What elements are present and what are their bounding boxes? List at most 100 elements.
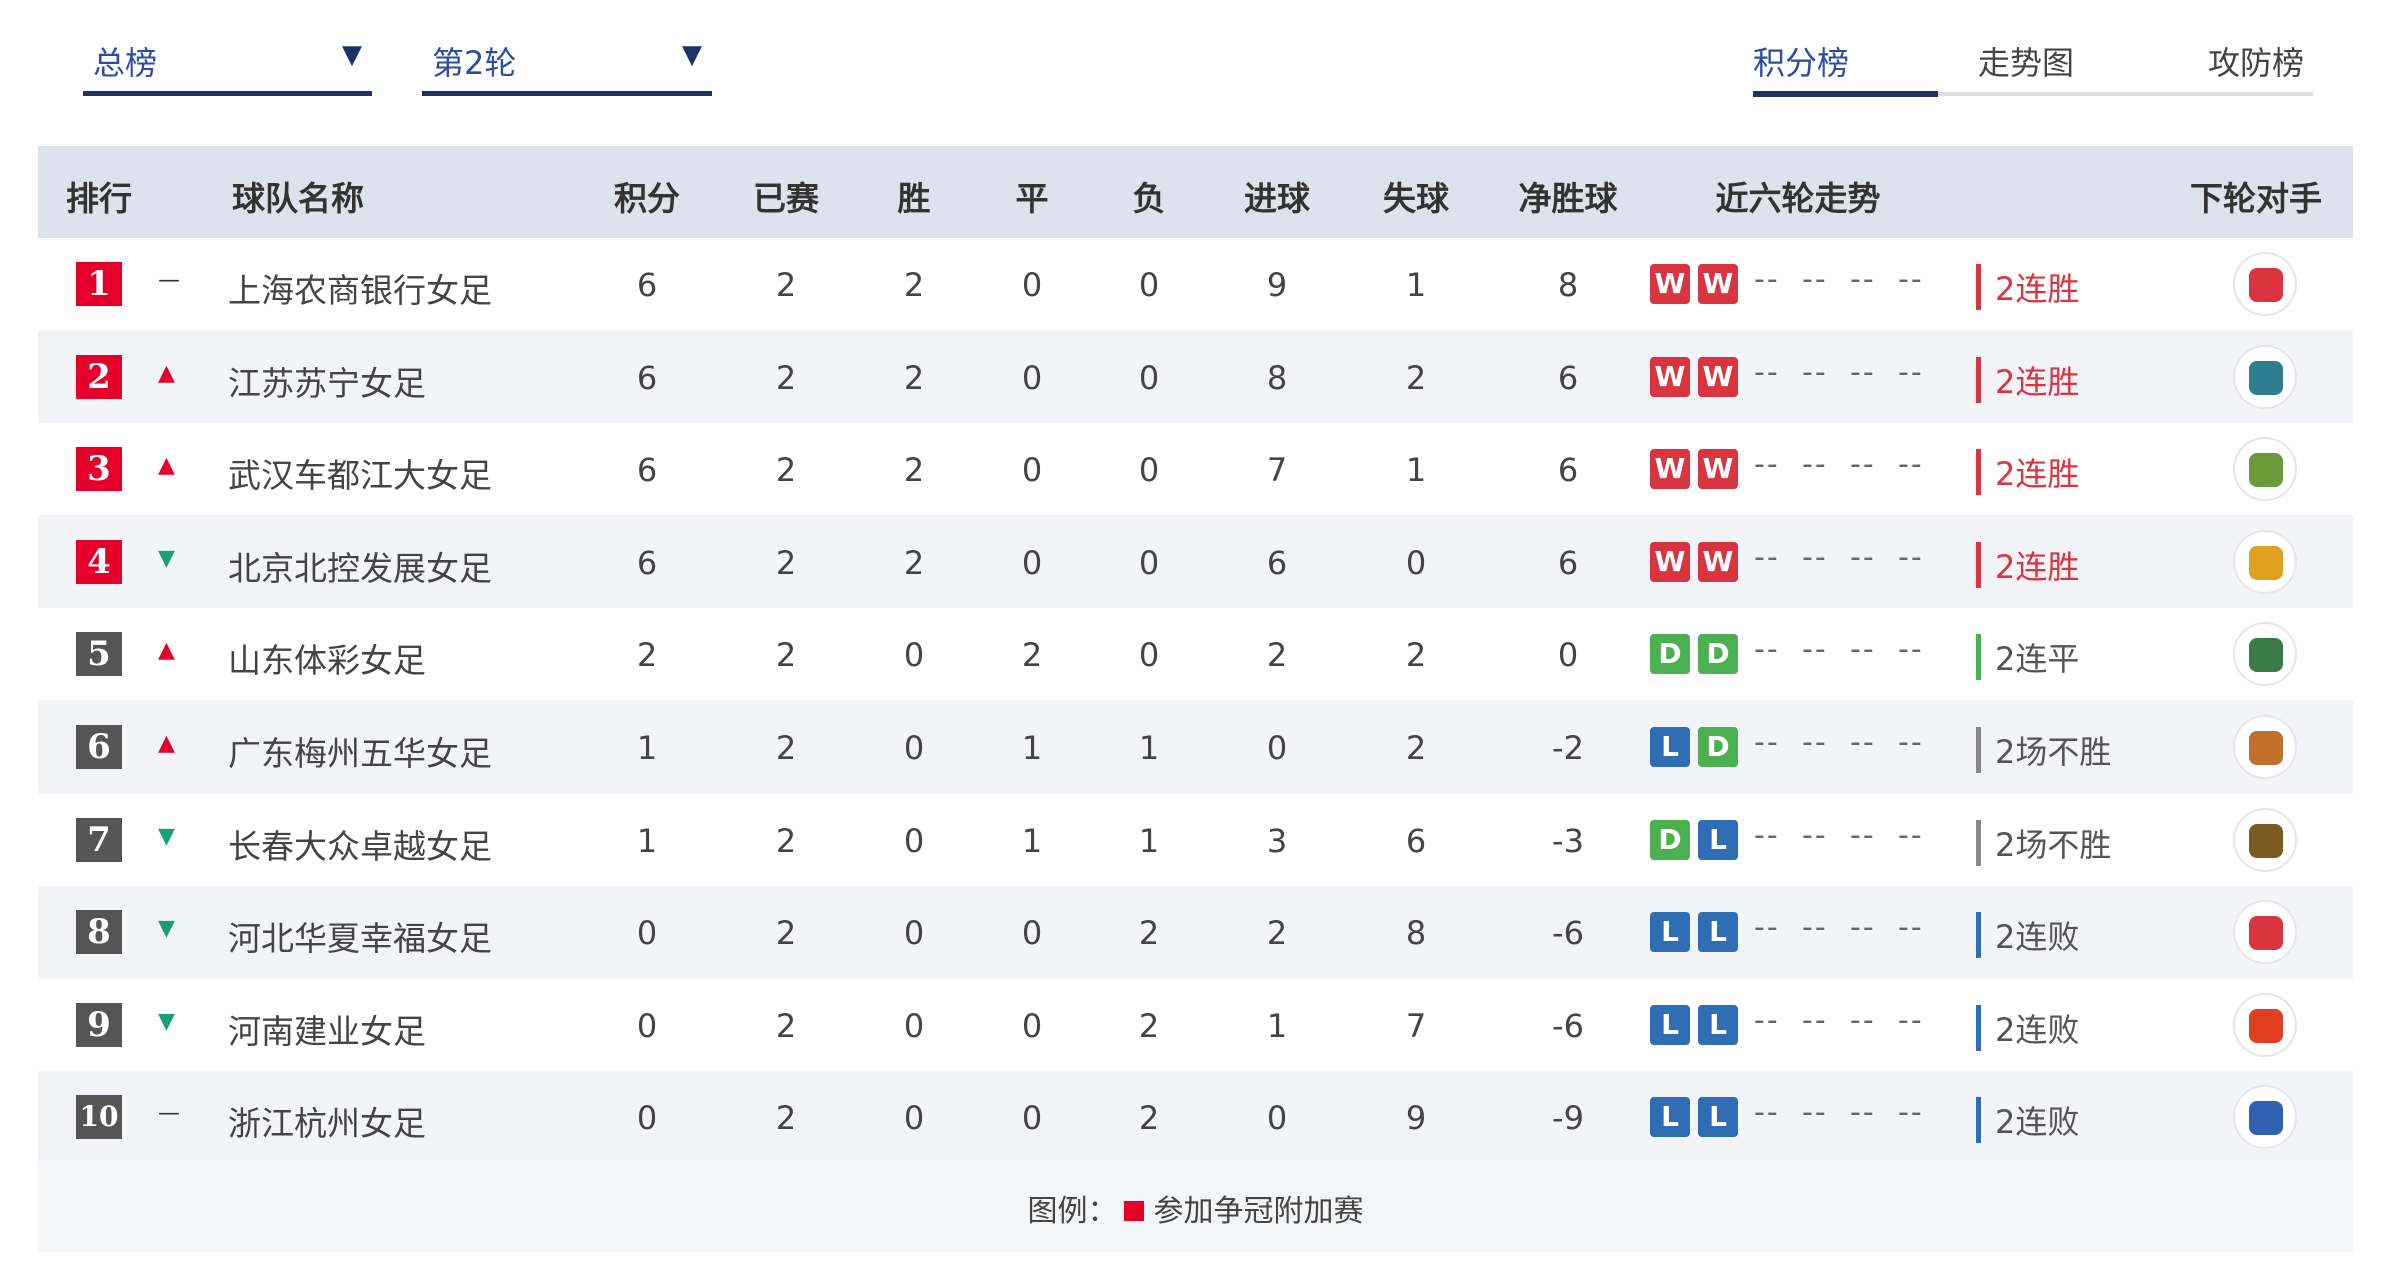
cell-ga: 1 — [1405, 266, 1427, 304]
table-row[interactable]: 2 ▲ 江苏苏宁女足 6 2 2 0 0 8 2 6 W W -- -- -- -- 2连胜 — [38, 330, 2353, 423]
legend-item: 参加争冠附加赛 — [1153, 1194, 1364, 1229]
round-dropdown[interactable]: 第2轮 ▼ — [422, 30, 712, 96]
form-result: L — [1698, 1004, 1738, 1045]
team-name[interactable]: 浙江杭州女足 — [228, 1104, 426, 1144]
team-crest-icon — [2249, 1101, 2283, 1136]
form-result: W — [1650, 449, 1690, 490]
cell-l: 2 — [1138, 1006, 1160, 1045]
cell-d: 0 — [1021, 543, 1043, 582]
table-row[interactable]: 5 ▲ 山东体彩女足 2 2 0 2 0 2 2 0 D D -- -- -- -- 2连平 — [38, 608, 2353, 701]
cell-played: 2 — [775, 914, 797, 953]
header-d: 平 — [1015, 179, 1049, 218]
form-empty: -- — [1898, 632, 1924, 668]
cell-ga: 1 — [1405, 451, 1427, 490]
streak-label: 2连平 — [1976, 634, 2079, 681]
cell-pts: 0 — [636, 1099, 658, 1138]
view-tabs: 积分榜 走势图 攻防榜 — [1753, 30, 2313, 97]
team-name[interactable]: 武汉车都江大女足 — [228, 456, 492, 496]
cell-gd: -6 — [1552, 1006, 1584, 1045]
rank-same-icon: — — [158, 1101, 180, 1127]
streak-label: 2场不胜 — [1976, 727, 2111, 773]
cell-played: 2 — [775, 543, 797, 582]
cell-w: 0 — [903, 1006, 925, 1045]
team-name[interactable]: 北京北控发展女足 — [228, 548, 492, 588]
team-name[interactable]: 山东体彩女足 — [228, 641, 426, 681]
cell-d: 0 — [1021, 451, 1043, 490]
active-tab-indicator — [1753, 91, 1938, 97]
rank-badge: 10 — [76, 1095, 122, 1140]
header-trend: 近六轮走势 — [1715, 179, 1881, 218]
cell-w: 2 — [903, 451, 925, 490]
team-name[interactable]: 河南建业女足 — [228, 1011, 426, 1051]
cell-d: 0 — [1021, 1006, 1043, 1045]
header-rank: 排行 — [66, 179, 132, 218]
rank-same-icon: — — [158, 268, 180, 293]
cell-played: 2 — [775, 1099, 797, 1138]
next-opponent-logo[interactable] — [2233, 992, 2297, 1057]
form-result: W — [1650, 541, 1690, 582]
scope-value: 总榜 — [93, 44, 158, 82]
form-result: D — [1698, 634, 1738, 675]
next-opponent-logo[interactable] — [2233, 622, 2297, 687]
cell-pts: 0 — [636, 914, 658, 953]
rank-down-icon: ▼ — [158, 545, 175, 571]
cell-played: 2 — [775, 636, 797, 675]
next-opponent-logo[interactable] — [2233, 1085, 2297, 1150]
next-opponent-logo[interactable] — [2233, 529, 2297, 594]
rank-up-icon: ▲ — [158, 731, 175, 756]
cell-gf: 6 — [1266, 543, 1288, 582]
cell-ga: 0 — [1405, 543, 1427, 582]
cell-w: 2 — [903, 358, 925, 397]
rank-down-icon: ▼ — [158, 916, 175, 942]
tab-attack-defense[interactable]: 攻防榜 — [2208, 44, 2305, 82]
tab-trend-chart[interactable]: 走势图 — [1978, 44, 2075, 82]
cell-gd: -6 — [1552, 914, 1584, 953]
team-name[interactable]: 广东梅州五华女足 — [228, 734, 492, 773]
team-name[interactable]: 长春大众卓越女足 — [228, 826, 492, 866]
cell-gd: -3 — [1552, 821, 1584, 860]
table-row[interactable]: 10 — 浙江杭州女足 0 2 0 0 2 0 9 -9 L L -- -- -- -- 2连败 — [38, 1071, 2353, 1164]
form-result: D — [1650, 634, 1690, 675]
team-name[interactable]: 江苏苏宁女足 — [228, 363, 426, 403]
cell-w: 2 — [903, 266, 925, 304]
form-empty: -- — [1898, 354, 1924, 390]
next-opponent-logo[interactable] — [2233, 900, 2297, 965]
team-name[interactable]: 上海农商银行女足 — [228, 271, 492, 310]
cell-ga: 2 — [1405, 729, 1427, 767]
form-empty: -- — [1754, 1095, 1780, 1131]
form-empty: -- — [1850, 539, 1876, 575]
form-empty: -- — [1802, 910, 1828, 946]
next-opponent-logo[interactable] — [2233, 252, 2297, 316]
cell-played: 2 — [775, 1006, 797, 1045]
header-team: 球队名称 — [232, 179, 364, 218]
table-row[interactable]: 3 ▲ 武汉车都江大女足 6 2 2 0 0 7 1 6 W W -- -- -- -- 2连胜 — [38, 423, 2353, 516]
scope-dropdown[interactable]: 总榜 ▼ — [83, 30, 372, 96]
team-name[interactable]: 河北华夏幸福女足 — [228, 919, 492, 959]
team-crest-icon — [2249, 731, 2283, 765]
table-row[interactable]: 1— 上海农商银行女足 6 2 2 0 0 9 1 8 W W -- -- -- -- 2连胜 — [38, 238, 2353, 330]
rank-badge: 6 — [76, 725, 122, 769]
table-row[interactable]: 9 ▼ 河南建业女足 0 2 0 0 2 1 7 -6 L L -- -- -- -- 2连败 — [38, 978, 2353, 1071]
streak-label: 2连胜 — [1976, 449, 2079, 496]
cell-pts: 6 — [636, 451, 658, 490]
next-opponent-logo[interactable] — [2233, 437, 2297, 502]
next-opponent-logo[interactable] — [2233, 344, 2297, 409]
cell-gf: 2 — [1266, 914, 1288, 953]
next-opponent-logo[interactable] — [2233, 715, 2297, 779]
table-row[interactable]: 7 ▼ 长春大众卓越女足 1 2 0 1 1 3 6 -3 D L -- -- -- -- 2场不胜 — [38, 793, 2353, 886]
form-empty: -- — [1754, 725, 1780, 760]
table-row[interactable]: 6 ▲ 广东梅州五华女足 1 2 0 1 1 0 2 -2 L D -- -- -- -- 2场不胜 — [38, 701, 2353, 793]
rank-badge: 2 — [76, 354, 122, 399]
form-empty: -- — [1898, 1002, 1924, 1038]
cell-d: 1 — [1021, 729, 1043, 767]
cell-ga: 9 — [1405, 1099, 1427, 1138]
form-empty: -- — [1754, 910, 1780, 946]
table-row[interactable]: 4 ▼ 北京北控发展女足 6 2 2 0 0 6 0 6 W W -- -- -- -- 2连胜 — [38, 515, 2353, 608]
cell-gf: 3 — [1266, 821, 1288, 860]
form-empty: -- — [1850, 632, 1876, 668]
table-row[interactable]: 8 ▼ 河北华夏幸福女足 0 2 0 0 2 2 8 -6 L L -- -- -- -- 2连败 — [38, 886, 2353, 979]
cell-ga: 2 — [1405, 636, 1427, 675]
tab-standings[interactable]: 积分榜 — [1753, 44, 1850, 82]
next-opponent-logo[interactable] — [2233, 807, 2297, 872]
streak-label: 2连胜 — [1976, 264, 2079, 310]
